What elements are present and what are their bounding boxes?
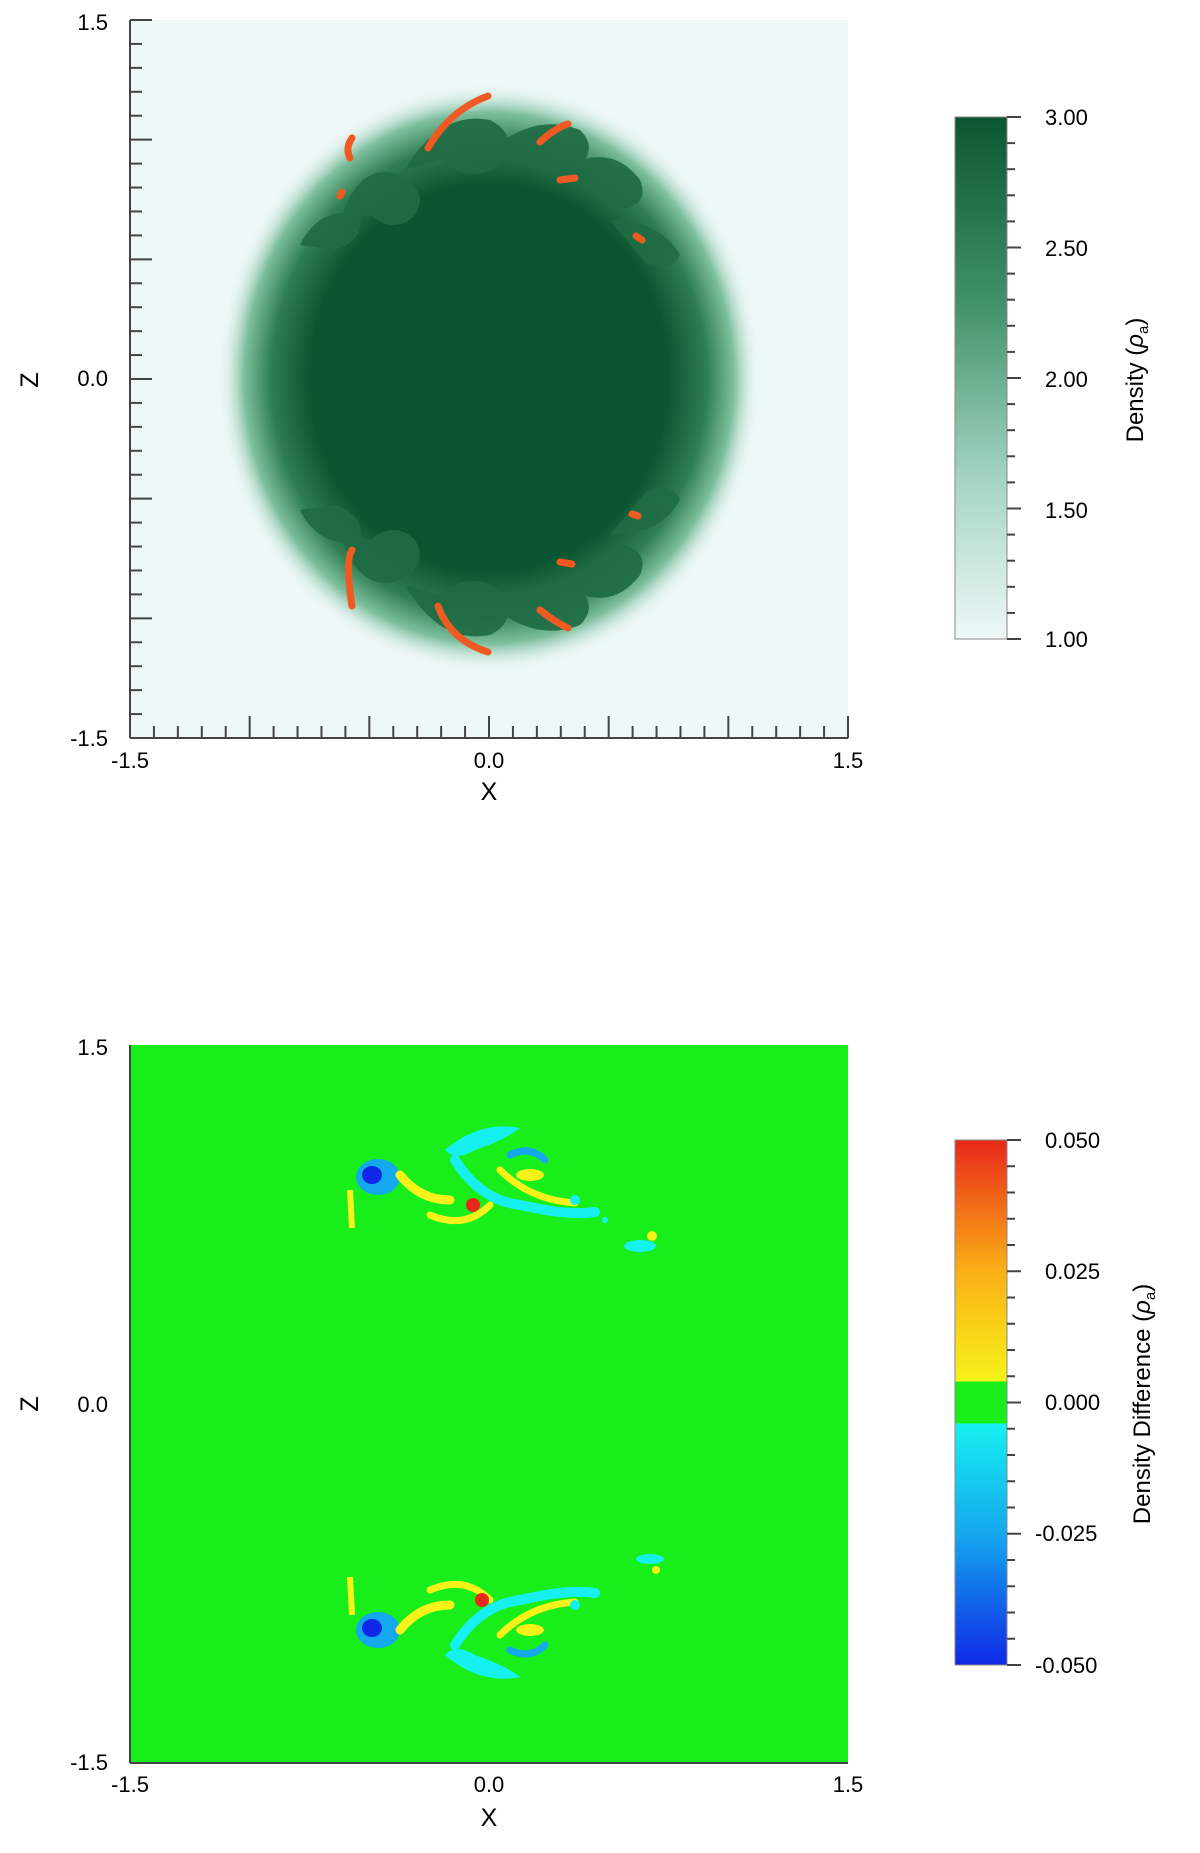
difference-x-tick-left: -1.5 [111,1772,149,1797]
density-difference-panel: 1.5 0.0 -1.5 -1.5 0.0 1.5 X Z 0.050 0.02… [16,1035,1159,1832]
difference-colorbar-label-text: Density Difference ( [1129,1314,1156,1524]
density-y-tick-middle: 0.0 [77,366,108,391]
vortex-rollups-top [300,118,680,268]
density-colorbar-label-symbol: ρ [1122,334,1149,349]
density-y-tick-top: 1.5 [77,10,108,35]
difference-x-axis-label: X [481,1804,498,1832]
difference-colorbar-tick-0: 0.050 [1045,1128,1100,1153]
difference-y-tick-bottom: -1.5 [70,1750,108,1775]
difference-colorbar-label-sub: a [1142,1291,1159,1300]
difference-structure-bottom [347,1554,664,1679]
difference-y-tick-middle: 0.0 [77,1392,108,1417]
dense-cloud-core [309,198,669,558]
density-colorbar-label-sub: a [1135,325,1152,334]
density-colorbar-label-end: ) [1122,318,1149,326]
difference-colorbar-label: Density Difference (ρa) [1129,1284,1159,1524]
difference-colorbar-tick-4: -0.050 [1035,1653,1097,1678]
density-x-tick-middle: 0.0 [474,748,505,773]
density-x-tick-right: 1.5 [833,748,864,773]
density-y-axis-label: Z [16,372,44,387]
difference-colorbar [954,1139,1008,1666]
difference-colorbar-tick-2: 0.000 [1045,1390,1100,1415]
difference-axes [129,1045,848,1764]
difference-colorbar-label-end: ) [1129,1284,1156,1292]
perturbation-markers [336,92,646,656]
density-colorbar-label-text: Density ( [1122,348,1149,443]
density-colorbar-label: Density (ρa) [1122,318,1152,443]
difference-colorbar-ticks [1007,1139,1021,1666]
difference-y-tick-top: 1.5 [77,1035,108,1060]
difference-x-tick-right: 1.5 [833,1772,864,1797]
density-colorbar-tick-4: 1.00 [1045,627,1088,652]
difference-plot-area [130,1045,848,1763]
density-x-axis-label: X [481,778,498,806]
density-colorbar [954,116,1008,640]
density-colorbar-ticks [1007,116,1021,640]
difference-structure-top [347,1126,657,1252]
density-tick-marks [129,19,849,739]
density-colorbar-tick-0: 3.00 [1045,105,1088,130]
difference-y-axis-label: Z [16,1396,44,1411]
density-x-tick-left: -1.5 [111,748,149,773]
difference-x-tick-middle: 0.0 [474,1772,505,1797]
difference-features [347,1126,664,1679]
density-y-tick-bottom: -1.5 [70,726,108,751]
density-colorbar-tick-3: 1.50 [1045,498,1088,523]
density-field [217,83,761,673]
difference-colorbar-label-symbol: ρ [1129,1300,1156,1315]
vortex-rollups-bottom [300,487,680,637]
difference-colorbar-tick-1: 0.025 [1045,1259,1100,1284]
density-panel: 1.5 0.0 -1.5 -1.5 0.0 1.5 X Z 3.00 2.50 … [16,10,1152,806]
density-colorbar-tick-2: 2.00 [1045,367,1088,392]
difference-colorbar-tick-3: -0.025 [1035,1521,1097,1546]
density-colorbar-tick-1: 2.50 [1045,236,1088,261]
